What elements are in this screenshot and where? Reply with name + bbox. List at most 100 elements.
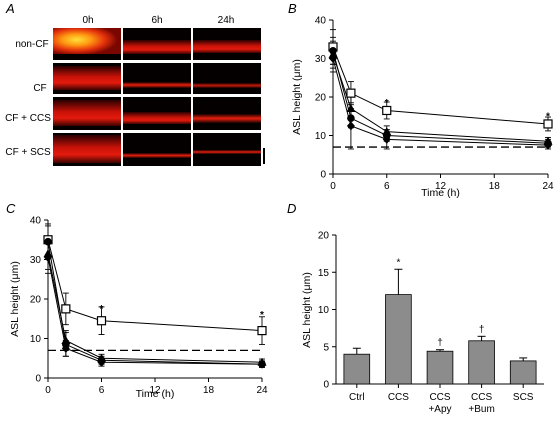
data-point-open-square: [61, 304, 71, 314]
y-tick-label: 10: [30, 334, 42, 345]
category-label: CCS: [388, 392, 409, 403]
bar: [385, 294, 412, 385]
micrograph-row-cf-scs: [53, 133, 261, 166]
data-point-filled-diamond: [346, 121, 355, 131]
x-tick-label: 6: [99, 385, 105, 396]
panel-c-line-chart: 0 10 20 30 40 0 6 12 18 24 Time (h) ASL height (μm)…: [9, 216, 268, 401]
y-tick-label: 10: [318, 305, 330, 316]
x-tick-label: 6: [384, 181, 390, 192]
series-line-filled-circle: [47, 241, 263, 365]
series-line-open-square: [332, 46, 549, 125]
column-label-24h: 24h: [218, 15, 235, 26]
significance-marker: †: [437, 338, 443, 349]
series-line-filled-diamond: [47, 257, 263, 365]
x-tick-label: 24: [256, 385, 268, 396]
bar: [468, 340, 495, 385]
micrograph-cf-6h: [123, 63, 191, 94]
data-point-filled-diamond: [329, 54, 337, 63]
category-label: Ctrl: [349, 392, 365, 403]
data-point-filled-diamond: [544, 140, 552, 150]
data-point-open-square: [257, 326, 267, 336]
x-tick-label: 12: [149, 385, 161, 396]
data-point-filled-circle: [44, 237, 52, 246]
y-tick-label: 40: [315, 16, 327, 27]
y-tick-label: 10: [315, 131, 327, 142]
category-label: SCS: [513, 392, 534, 403]
y-tick-label: 0: [323, 380, 329, 391]
y-tick-label: 15: [318, 268, 330, 279]
row-label-cf-scs: CF + SCS: [5, 147, 51, 158]
y-axis-label: ASL height (μm): [291, 59, 303, 135]
x-tick-label: 12: [435, 181, 447, 192]
row-label-cf-ccs: CF + CCS: [5, 113, 51, 124]
micrograph-cf-scs-24h: [193, 133, 261, 166]
series-line-filled-triangle: [332, 54, 549, 142]
x-axis-label: Time (h): [136, 388, 175, 400]
micrograph-cf-24h: [193, 63, 261, 94]
data-point-open-square: [543, 119, 553, 129]
data-point-filled-diamond: [44, 253, 52, 263]
data-point-filled-triangle: [346, 104, 356, 113]
panel-label-d: D: [287, 201, 296, 216]
data-point-open-square: [382, 105, 392, 116]
y-axis-label: ASL height (μm): [9, 261, 21, 337]
significance-star: *: [546, 111, 550, 122]
micrograph-row-cf: [53, 63, 261, 94]
y-tick-label: 30: [30, 255, 42, 266]
micrograph-row-cf-ccs: [53, 97, 261, 130]
y-tick-label: 20: [315, 93, 327, 104]
bar: [426, 350, 454, 385]
x-tick-label: 18: [489, 181, 501, 192]
significance-star: *: [385, 98, 389, 109]
column-label-0h: 0h: [82, 15, 93, 26]
panel-b-line-chart: 0 10 20 30 40 0 6 12 18 24 Time (h) ASL height (μm)…: [291, 16, 554, 200]
series-line-filled-triangle: [47, 253, 263, 363]
micrograph-cf-scs-6h: [123, 133, 191, 166]
x-axis-label: Time (h): [421, 187, 460, 199]
significance-marker: *: [396, 257, 400, 268]
series-line-filled-diamond: [332, 58, 549, 146]
data-point-open-square: [346, 88, 356, 98]
panel-label-b: B: [288, 1, 297, 16]
y-tick-label: 5: [323, 342, 329, 353]
y-tick-label: 0: [35, 374, 41, 385]
data-point-filled-diamond: [382, 134, 391, 144]
data-point-filled-diamond: [61, 343, 70, 353]
category-label: CCS: [471, 392, 492, 403]
data-point-filled-diamond: [97, 357, 106, 367]
y-tick-label: 20: [30, 295, 42, 306]
data-point-open-square: [96, 316, 107, 326]
bar: [343, 353, 371, 385]
micrograph-cf-ccs-24h: [193, 97, 261, 130]
y-tick-label: 20: [318, 231, 330, 242]
row-label-non-cf: non-CF: [15, 39, 48, 50]
y-axis-label: ASL height (μm): [301, 272, 313, 348]
data-point-filled-diamond: [258, 359, 266, 369]
significance-star: *: [260, 310, 264, 321]
y-tick-label: 40: [30, 216, 42, 227]
category-label: CCS: [429, 392, 450, 403]
panel-label-c: C: [6, 201, 16, 216]
panel-label-a: A: [5, 1, 15, 16]
panel-a: A 0h 6h 24h non-CF CF CF + CCS CF + SCS: [5, 1, 265, 166]
series-line-open-square: [47, 239, 263, 332]
data-point-filled-circle: [347, 114, 355, 122]
category-label: +Apy: [428, 404, 451, 415]
significance-star: *: [100, 304, 104, 315]
bar: [509, 360, 537, 385]
x-tick-label: 24: [542, 181, 554, 192]
data-point-filled-triangle: [61, 335, 71, 344]
x-tick-label: 0: [45, 385, 51, 396]
significance-marker: †: [479, 324, 485, 335]
row-label-cf: CF: [33, 83, 46, 94]
y-tick-label: 30: [315, 54, 327, 65]
y-tick-label: 0: [320, 170, 326, 181]
series-line-filled-circle: [332, 50, 549, 144]
data-point-filled-triangle: [382, 127, 392, 136]
x-tick-label: 18: [203, 385, 215, 396]
x-tick-label: 0: [330, 181, 336, 192]
micrograph-row-non-cf: [53, 28, 261, 60]
category-label: +Bum: [468, 404, 494, 415]
